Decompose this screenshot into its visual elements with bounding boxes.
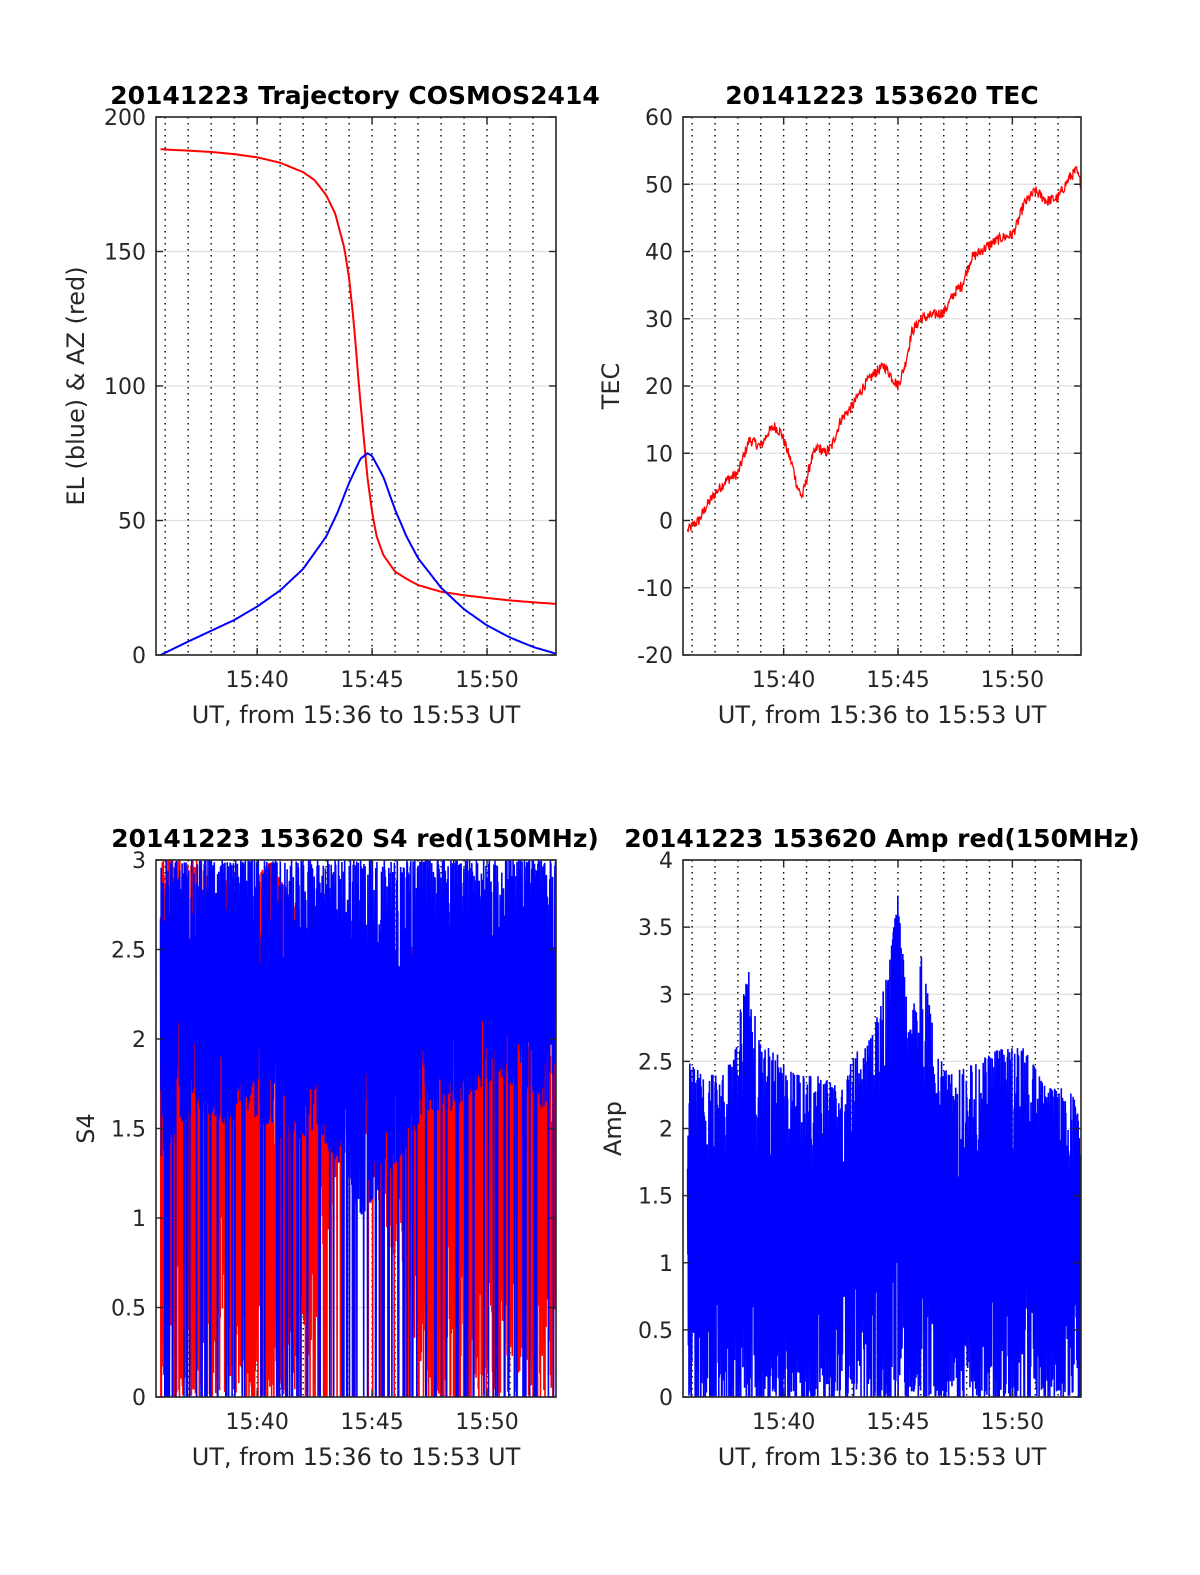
- tec-ylabel: TEC: [597, 363, 625, 411]
- s4-xtick-label-1: 15:45: [340, 1410, 403, 1435]
- tec-ytick-label-6: 40: [645, 241, 673, 266]
- amp-xtick-label-1: 15:45: [866, 1410, 929, 1435]
- trajectory-ylabel: EL (blue) & AZ (red): [62, 266, 90, 505]
- amp-xtick-label-0: 15:40: [752, 1410, 815, 1435]
- trajectory-ytick-label-3: 150: [104, 241, 146, 266]
- amp-series-0: [686, 895, 1081, 1397]
- tec-ytick-label-2: 0: [659, 510, 673, 535]
- amp-ytick-label-8: 4: [659, 849, 673, 874]
- amp-ytick-label-7: 3.5: [638, 916, 673, 941]
- amp-ytick-label-0: 0: [659, 1386, 673, 1411]
- tec-ytick-label-8: 60: [645, 106, 673, 131]
- amp-xlabel: UT, from 15:36 to 15:53 UT: [718, 1443, 1047, 1471]
- s4-ytick-label-2: 1: [132, 1207, 146, 1232]
- tec-ytick-label-3: 10: [645, 442, 673, 467]
- s4-xtick-label-0: 15:40: [225, 1410, 288, 1435]
- s4-xlabel: UT, from 15:36 to 15:53 UT: [192, 1443, 521, 1471]
- tec-xlabel: UT, from 15:36 to 15:53 UT: [718, 701, 1047, 729]
- tec-xtick-label-1: 15:45: [866, 668, 929, 693]
- amp-xtick-label-2: 15:50: [981, 1410, 1044, 1435]
- tec-xtick-label-2: 15:50: [981, 668, 1044, 693]
- tec-ytick-label-7: 50: [645, 173, 673, 198]
- s4-ytick-label-4: 2: [132, 1028, 146, 1053]
- tec-xtick-label-0: 15:40: [752, 668, 815, 693]
- tec-series-0: [686, 165, 1081, 533]
- trajectory-panel: 0 50 100 150 200 15:40 15:45 15:50 20141223 Traj…: [62, 81, 600, 729]
- s4-ytick-label-1: 0.5: [111, 1297, 146, 1322]
- amp-ytick-label-3: 1.5: [638, 1185, 673, 1210]
- s4-ylabel: S4: [72, 1113, 100, 1144]
- s4-ytick-label-5: 2.5: [111, 939, 146, 964]
- trajectory-ytick-label-2: 100: [104, 375, 146, 400]
- tec-ytick-label-1: -10: [637, 577, 673, 602]
- amp-ytick-label-5: 2.5: [638, 1050, 673, 1075]
- tec-title: 20141223 153620 TEC: [725, 81, 1038, 110]
- trajectory-ytick-label-1: 50: [118, 510, 146, 535]
- trajectory-ytick-label-4: 200: [104, 106, 146, 131]
- trajectory-title: 20141223 Trajectory COSMOS2414: [110, 81, 600, 110]
- amp-ytick-label-2: 1: [659, 1252, 673, 1277]
- amp-ylabel: Amp: [599, 1101, 627, 1156]
- s4-ytick-label-0: 0: [132, 1386, 146, 1411]
- s4-panel: 0 0.5 1 1.5 2 2.5 3 15:40 15:45 15:50 20141223 153…: [72, 824, 599, 1471]
- trajectory-xtick-label-1: 15:45: [340, 668, 403, 693]
- amp-panel: 0 0.5 1 1.5 2 2.5 3 3.5 4 15:40 15:45 15:50 20141223…: [599, 824, 1140, 1471]
- s4-series-1: [159, 860, 556, 1397]
- amp-ytick-label-6: 3: [659, 983, 673, 1008]
- s4-title: 20141223 153620 S4 red(150MHz): [111, 824, 599, 853]
- tec-ytick-label-5: 30: [645, 308, 673, 333]
- s4-ytick-label-6: 3: [132, 849, 146, 874]
- tec-ytick-label-4: 20: [645, 375, 673, 400]
- tec-ytick-label-0: -20: [637, 644, 673, 669]
- trajectory-ytick-label-0: 0: [132, 644, 146, 669]
- trajectory-xtick-label-2: 15:50: [455, 668, 518, 693]
- amp-title: 20141223 153620 Amp red(150MHz): [624, 824, 1140, 853]
- trajectory-series-1: [160, 452, 556, 655]
- amp-ytick-label-4: 2: [659, 1118, 673, 1143]
- s4-xtick-label-2: 15:50: [455, 1410, 518, 1435]
- trajectory-xtick-label-0: 15:40: [225, 668, 288, 693]
- trajectory-series-0: [160, 148, 556, 605]
- amp-ytick-label-1: 0.5: [638, 1319, 673, 1344]
- s4-ytick-label-3: 1.5: [111, 1118, 146, 1143]
- tec-panel: -20 -10 0 10 20 30 40 50 60 15:40 15:45 15:50 201412…: [597, 81, 1082, 729]
- trajectory-xlabel: UT, from 15:36 to 15:53 UT: [192, 701, 521, 729]
